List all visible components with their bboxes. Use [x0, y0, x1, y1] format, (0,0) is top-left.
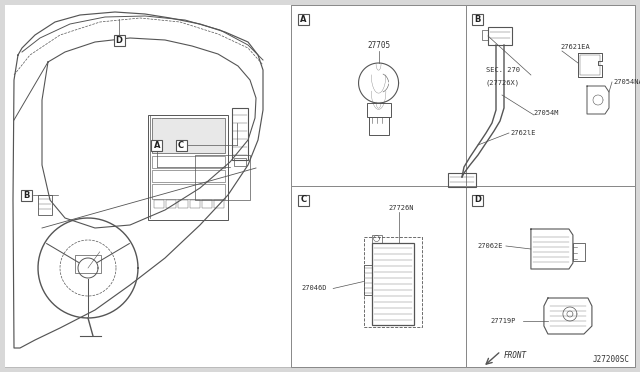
Text: 27719P: 27719P — [491, 318, 516, 324]
Bar — [580, 55, 600, 75]
Text: J27200SC: J27200SC — [593, 355, 630, 363]
Bar — [488, 27, 512, 45]
Bar — [482, 30, 488, 40]
Bar — [38, 195, 52, 215]
Bar — [152, 118, 225, 153]
Bar — [148, 115, 228, 220]
Bar — [234, 158, 246, 166]
Text: D: D — [116, 36, 122, 45]
Bar — [472, 13, 483, 25]
Bar — [232, 108, 248, 160]
Text: C: C — [300, 196, 307, 205]
Text: 27621EA: 27621EA — [560, 44, 589, 50]
Bar — [364, 237, 422, 327]
Bar — [152, 184, 225, 199]
Text: C: C — [178, 141, 184, 150]
Bar — [154, 200, 164, 208]
Bar — [369, 117, 388, 135]
Bar — [152, 170, 225, 182]
Text: (27726X): (27726X) — [486, 80, 520, 86]
Text: B: B — [24, 191, 30, 200]
Bar — [195, 155, 250, 200]
Text: 27062E: 27062E — [478, 243, 504, 249]
Bar — [178, 200, 188, 208]
Bar — [466, 5, 635, 186]
Bar — [298, 13, 308, 25]
Text: SEC. 270: SEC. 270 — [486, 67, 520, 73]
Bar — [372, 243, 413, 324]
Text: 27054NA: 27054NA — [613, 79, 640, 85]
Text: D: D — [474, 196, 481, 205]
Bar — [166, 200, 176, 208]
Bar — [573, 243, 585, 261]
Bar — [291, 5, 466, 186]
Bar — [175, 140, 187, 151]
Text: 27705: 27705 — [367, 41, 390, 49]
Bar — [372, 234, 381, 243]
Text: 27726N: 27726N — [388, 205, 414, 211]
Bar — [298, 195, 308, 205]
Text: A: A — [154, 141, 160, 150]
Bar — [75, 255, 101, 273]
Bar — [190, 200, 200, 208]
Text: 27046D: 27046D — [301, 285, 326, 292]
Text: FRONT: FRONT — [504, 352, 527, 360]
Text: 27054M: 27054M — [534, 110, 559, 116]
Bar — [151, 140, 163, 151]
Bar — [466, 186, 635, 367]
Bar — [152, 156, 225, 168]
Text: A: A — [300, 15, 307, 23]
Bar — [202, 200, 212, 208]
Bar — [113, 35, 125, 46]
Bar — [472, 195, 483, 205]
Bar — [291, 186, 466, 367]
Bar — [214, 200, 224, 208]
Text: 2762lE: 2762lE — [511, 130, 536, 136]
Bar — [21, 190, 33, 201]
Bar — [5, 5, 291, 367]
Bar — [448, 173, 476, 187]
Bar — [367, 103, 390, 117]
Text: B: B — [475, 15, 481, 23]
Bar — [364, 264, 372, 295]
